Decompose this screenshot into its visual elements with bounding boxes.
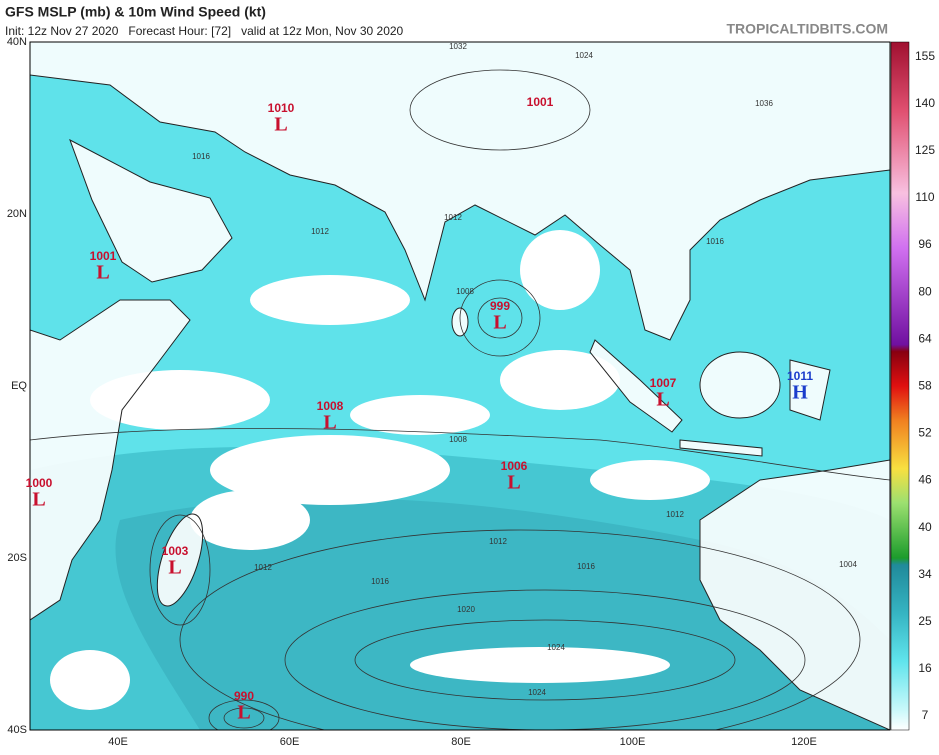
center-value: 1006 [501,459,528,473]
credit: TROPICALTIDBITS.COM [726,21,888,37]
lon-label: 120E [791,736,817,748]
center-symbol: L [323,412,336,434]
isobar-label: 1004 [839,560,857,569]
lon-label: 60E [280,736,300,748]
lat-label: 20S [7,552,27,564]
map-frame [29,41,891,731]
colorbar-label: 80 [918,284,932,298]
center-value: 999 [490,299,510,313]
colorbar-label: 7 [922,708,929,722]
center-value: 1000 [26,476,53,490]
center-symbol: L [493,312,506,334]
colorbar-label: 96 [918,237,932,251]
title: GFS MSLP (mb) & 10m Wind Speed (kt) [5,4,266,20]
isobar-label: 1012 [666,510,684,519]
colorbar-label: 52 [918,426,932,440]
isobar-label: 1024 [528,688,546,697]
isobar-label: 1020 [457,605,475,614]
center-value: 1003 [162,544,189,558]
colorbar-label: 16 [918,661,932,675]
lat-label: 40S [7,724,27,736]
colorbar-label: 110 [915,190,934,204]
map-area [30,42,890,730]
isobar-label: 1024 [575,51,593,60]
land [30,42,890,730]
isobar-label: 1012 [444,213,462,222]
lat-label: 20N [7,208,27,220]
isobar-label: 1036 [755,99,773,108]
isobar-label: 1008 [456,287,474,296]
isobar-label: 1016 [577,562,595,571]
subtitle: Init: 12z Nov 27 2020 Forecast Hour: [72… [5,24,404,38]
isobar-label: 1016 [192,152,210,161]
colorbar [890,41,910,731]
isobar-label: 1012 [254,563,272,572]
wind-band [115,498,890,730]
lat-label: 40N [7,36,27,48]
colorbar-label: 25 [918,614,932,628]
colorbar-label: 64 [918,331,932,345]
lat-label: EQ [11,380,27,392]
center-value: 1001 [527,95,554,109]
center-value: 990 [234,689,254,703]
isobar-label: 1016 [371,577,389,586]
isobar-label: 1032 [449,42,467,51]
isobar-label: 1024 [547,643,565,652]
center-value: 1007 [650,376,677,390]
center-symbol: L [656,389,669,411]
center-symbol: L [168,557,181,579]
colorbar-label: 140 [915,96,935,110]
colorbar-label: 125 [915,143,935,157]
center-symbol: L [96,262,109,284]
isobar-label: 1016 [706,237,724,246]
colorbar-label: 155 [915,49,935,63]
calm-areas [50,230,710,710]
isobar-label: 1012 [311,227,329,236]
colorbar-label: 40 [918,520,932,534]
center-symbol: L [32,489,45,511]
center-symbol: L [507,472,520,494]
isobars [30,69,890,730]
colorbar-label: 46 [918,473,932,487]
center-value: 1011 [787,369,813,383]
center-value: 1001 [90,249,117,263]
colorbar-label: 34 [918,567,932,581]
center-symbol: H [792,382,808,404]
isobar-label: 1012 [489,537,507,546]
center-value: 1010 [268,101,295,115]
isobar-label: 1008 [449,435,467,444]
center-value: 1008 [317,399,344,413]
center-symbol: L [274,114,287,136]
lon-label: 100E [620,736,646,748]
center-symbol: L [237,702,250,724]
lon-label: 40E [108,736,128,748]
lon-label: 80E [451,736,471,748]
colorbar-label: 58 [918,378,932,392]
